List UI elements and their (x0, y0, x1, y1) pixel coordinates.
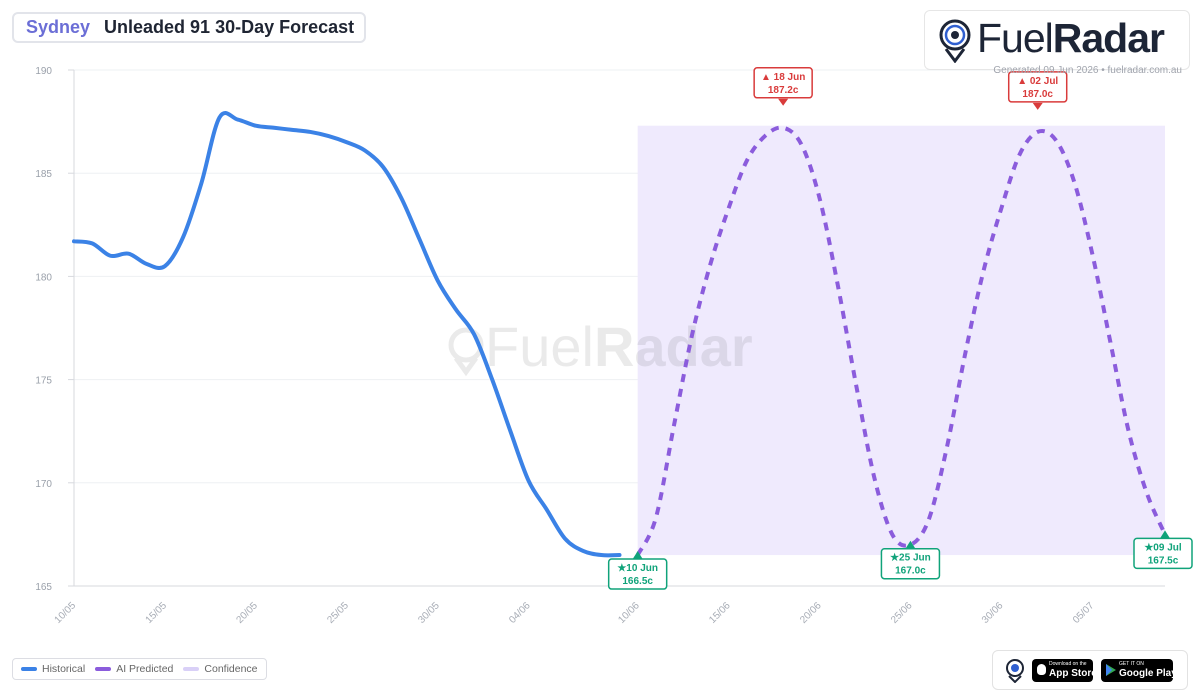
app-store-small: Download on the (1049, 661, 1087, 667)
legend-label-predicted: AI Predicted (116, 663, 174, 675)
marker-box (607, 558, 668, 590)
google-play-small: GET IT ON (1119, 661, 1144, 667)
chart-title-box: Sydney Unleaded 91 30-Day Forecast (12, 12, 366, 43)
y-tick-label: 185 (35, 169, 52, 180)
marker-price: 167.0c (895, 566, 926, 577)
marker-date: ★09 Jul (1144, 542, 1182, 553)
x-tick-label: 15/05 (144, 600, 170, 626)
play-icon (1106, 664, 1116, 676)
google-play-button[interactable]: GET IT ON Google Play (1101, 659, 1177, 682)
watermark-text: FuelRadar (485, 315, 753, 378)
legend-label-historical: Historical (42, 663, 86, 675)
watermark: FuelRadar (448, 315, 753, 378)
legend: Historical AI Predicted Confidence (12, 658, 267, 680)
fuel-pin-icon (939, 19, 971, 63)
city-label: Sydney (26, 17, 91, 37)
marker-box (1007, 71, 1068, 103)
x-tick-label: 30/06 (980, 600, 1006, 626)
chart-title: Unleaded 91 30-Day Forecast (104, 17, 355, 37)
marker-box (1133, 537, 1193, 570)
apple-icon (1037, 664, 1046, 675)
marker-arrow (1160, 530, 1170, 539)
legend-swatch-predicted (95, 667, 112, 671)
high-price-marker: ▲ 02 Jul 187.0c (1007, 71, 1068, 110)
marker-arrow (778, 98, 789, 106)
annotations-group: ★10 Jun 166.5c ▲ 18 Jun 187.2c ★25 Jun 167.0c… (607, 67, 1193, 590)
series-line-predicted (635, 125, 1167, 557)
marker-price: 187.0c (1022, 89, 1053, 100)
legend-swatch-confidence (183, 667, 200, 671)
app-store-button[interactable]: Download on the App Store (1032, 659, 1097, 682)
x-tick-label: 05/07 (1071, 600, 1097, 626)
series-group (72, 111, 1167, 558)
marker-price: 187.2c (768, 85, 799, 96)
x-tick-label: 10/06 (616, 600, 642, 626)
confidence-band-group (637, 125, 1165, 556)
low-price-marker: ★10 Jun 166.5c (607, 551, 668, 590)
marker-arrow (905, 540, 916, 549)
marker-price: 167.5c (1148, 555, 1179, 566)
x-tick-label: 30/05 (416, 600, 442, 626)
x-tick-label: 20/06 (798, 600, 824, 626)
logo-wordmark: FuelRadar (977, 15, 1165, 61)
high-price-marker: ▲ 18 Jun 187.2c (753, 67, 813, 106)
marker-date: ★25 Jun (890, 553, 931, 564)
low-price-marker: ★09 Jul 167.5c (1133, 530, 1193, 570)
y-tick-label: 165 (35, 582, 52, 593)
generated-note: Generated 09 Jun 2026 • fuelradar.com.au (993, 65, 1182, 76)
google-play-label: Google Play (1119, 668, 1177, 679)
y-tick-label: 190 (35, 66, 52, 77)
marker-date: ▲ 02 Jul (1017, 76, 1058, 87)
x-tick-label: 20/05 (234, 600, 260, 626)
x-tick-label: 10/05 (53, 600, 79, 626)
y-tick-label: 170 (35, 479, 52, 490)
series-line-historical (72, 111, 622, 558)
marker-box (753, 67, 813, 99)
legend-item-confidence: Confidence (183, 663, 258, 675)
marker-arrow (632, 551, 643, 560)
legend-item-historical: Historical (21, 663, 85, 675)
marker-price: 166.5c (622, 576, 653, 587)
legend-swatch-historical (21, 667, 37, 671)
legend-item-predicted: AI Predicted (95, 663, 173, 675)
y-tick-label: 180 (35, 272, 52, 283)
x-tick-label: 25/06 (889, 600, 915, 626)
marker-date: ★10 Jun (617, 563, 658, 574)
legend-label-confidence: Confidence (204, 663, 258, 675)
marker-box (880, 547, 941, 580)
x-tick-label: 25/05 (325, 600, 351, 626)
y-tick-label: 175 (35, 376, 52, 387)
confidence-band (637, 125, 1165, 556)
low-price-marker: ★25 Jun 167.0c (880, 540, 941, 580)
app-logo-icon (1006, 659, 1024, 683)
app-store-label: App Store (1049, 668, 1097, 679)
x-tick-label: 15/06 (707, 600, 733, 626)
app-store-badges: Download on the App Store GET IT ON Goog… (992, 650, 1188, 690)
marker-arrow (1032, 102, 1043, 110)
marker-date: ▲ 18 Jun (761, 72, 805, 83)
x-tick-label: 04/06 (507, 600, 533, 626)
fuelradar-logo: FuelRadar (924, 10, 1190, 70)
